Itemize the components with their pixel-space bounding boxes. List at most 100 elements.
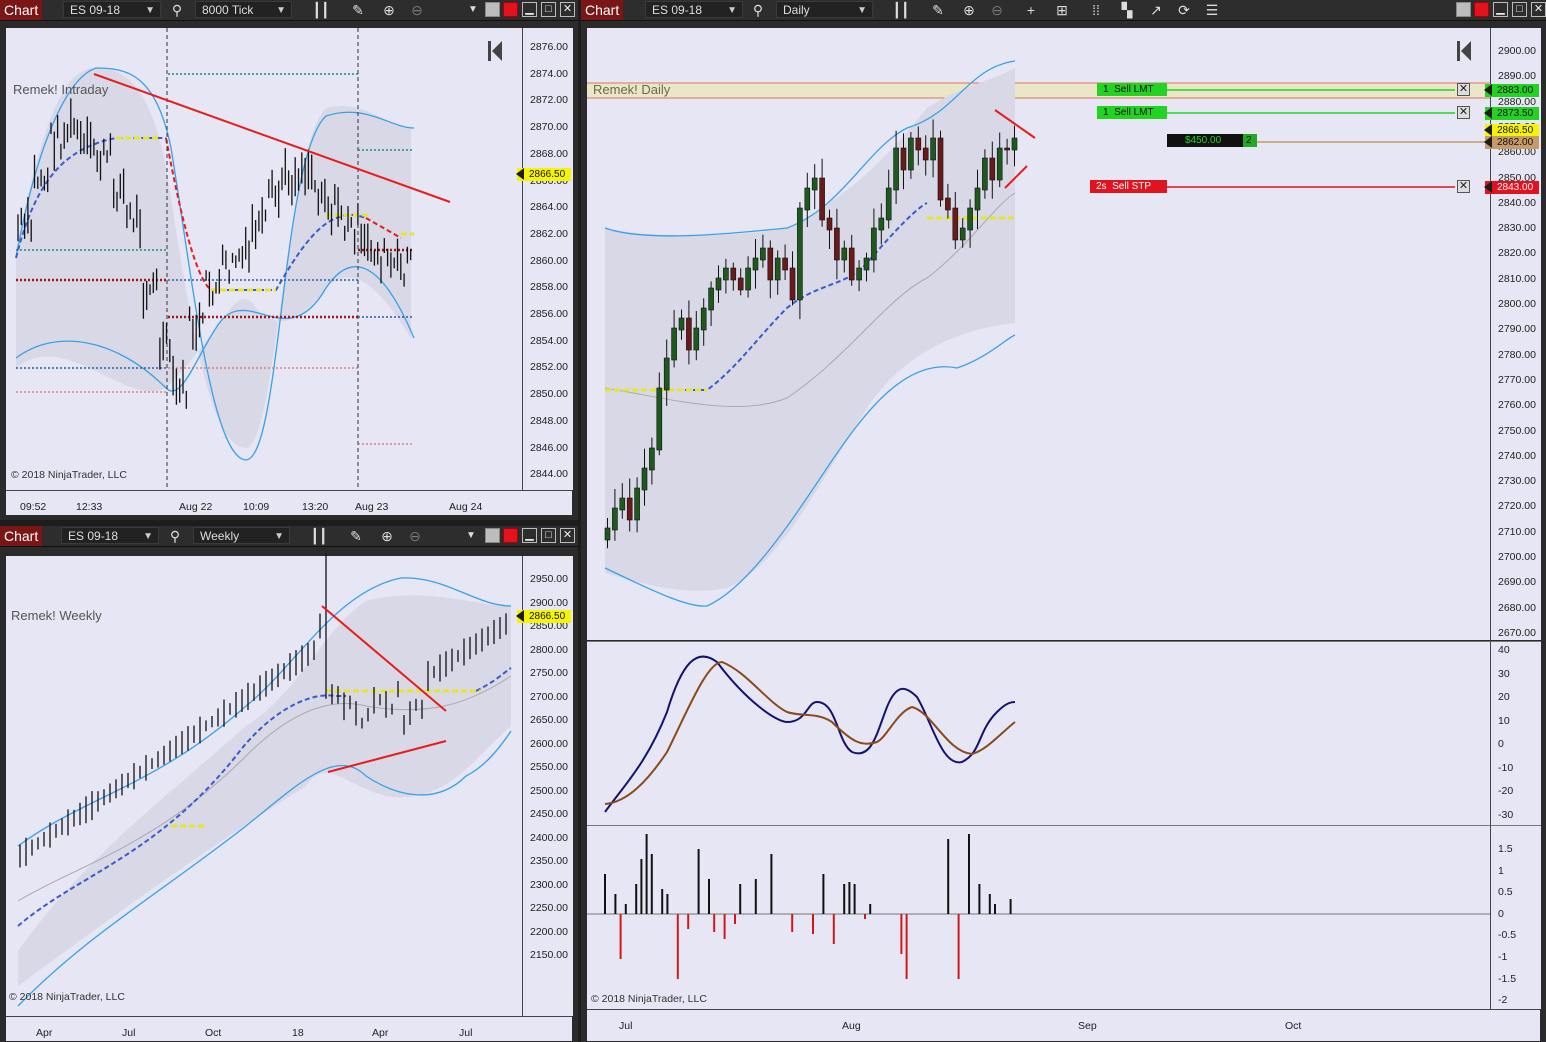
zoom-in-icon[interactable]: ⊕ — [963, 2, 975, 18]
window-color-button[interactable] — [1456, 2, 1471, 17]
candle-body — [848, 247, 855, 281]
y-tick-label: -1.5 — [1498, 972, 1517, 985]
candle-body — [715, 277, 722, 291]
chart-tab[interactable]: Chart — [581, 0, 624, 20]
price-axis[interactable]: 2950.00 2900.00 2850.00 2800.00 2750.00 2700.… — [516, 556, 573, 1016]
price-axis[interactable]: 2876.00 2874.00 2872.00 2870.00 2868.00 2866.… — [516, 28, 573, 490]
order-price-tag: 2883.00 — [1484, 84, 1539, 97]
candle-body — [619, 497, 626, 511]
instrument-select[interactable]: ES 09-18 ▼ — [61, 527, 159, 544]
y-tick-label: 2770.00 — [1498, 373, 1536, 386]
x-tick-label: Oct — [205, 1027, 222, 1039]
zoom-in-icon[interactable]: ⊕ — [383, 2, 395, 18]
price-axis[interactable]: 2900.002890.002880.002870.002860.002850.… — [1484, 28, 1541, 640]
y-tick-label: 2858.00 — [530, 281, 568, 294]
candle-body — [797, 207, 803, 301]
drawing-tools-icon[interactable]: ↗ — [1150, 2, 1162, 18]
price-panel[interactable]: Remek! Intraday © 2018 NinjaTrader, LLC — [6, 28, 522, 490]
search-icon[interactable]: ⚲ — [752, 2, 764, 18]
price-panel[interactable]: Remek! Daily 1 Sell LMT ✕ 1 Sell LMT ✕ $… — [587, 28, 1490, 640]
strategies-icon[interactable]: ⁞⁞ — [1092, 2, 1100, 18]
candle-body — [996, 147, 1003, 181]
refresh-icon[interactable]: ⟳ — [1178, 2, 1190, 18]
order-sell-stp[interactable]: 2s Sell STP — [1090, 180, 1167, 193]
pencil-icon[interactable]: ✎ — [932, 2, 944, 18]
list-icon[interactable]: ☰ — [1205, 2, 1219, 18]
zoom-in-icon[interactable]: ⊕ — [381, 528, 393, 544]
instrument-value: ES 09-18 — [652, 3, 703, 17]
maximize-button[interactable]: □ — [1512, 2, 1527, 17]
close-button[interactable]: ✕ — [560, 2, 575, 17]
y-tick-label: 2870.00 — [530, 121, 568, 134]
time-axis[interactable]: Jul Aug Sep Oct — [587, 1009, 1540, 1041]
window-link-button[interactable] — [1474, 2, 1489, 17]
interval-select[interactable]: Weekly ▼ — [193, 527, 290, 544]
search-icon[interactable]: ⚲ — [169, 528, 181, 544]
minimize-button[interactable]: ▁ — [522, 528, 537, 543]
close-button[interactable]: ✕ — [560, 528, 575, 543]
dropdown-icon[interactable]: ▼ — [468, 4, 478, 15]
bar-type-icon[interactable]: ┃┃ — [892, 2, 910, 18]
price-panel[interactable]: Remek! Weekly © 2018 NinjaTrader, LLC — [6, 553, 522, 1016]
y-tick-label: 2900.00 — [530, 596, 568, 609]
zoom-out-icon[interactable]: ⊖ — [411, 2, 423, 18]
time-axis[interactable]: Apr Jul Oct 18 Apr Jul — [6, 1016, 572, 1041]
histogram-panel[interactable]: © 2018 NinjaTrader, LLC — [587, 825, 1490, 1009]
zoom-out-icon[interactable]: ⊖ — [991, 2, 1003, 18]
x-tick-label: Aug 22 — [179, 501, 213, 513]
trendline-upper — [994, 109, 1036, 139]
candle-body — [900, 147, 907, 171]
indicators-icon[interactable]: ▚ — [1121, 2, 1133, 18]
position-box[interactable]: $450.00 — [1167, 134, 1257, 147]
candle-body — [760, 247, 766, 261]
search-icon[interactable]: ⚲ — [171, 2, 183, 18]
cancel-order-icon[interactable]: ✕ — [1457, 106, 1470, 119]
copyright: © 2018 NinjaTrader, LLC — [11, 469, 127, 481]
candle-body — [604, 527, 611, 541]
candle-body — [811, 177, 818, 191]
instrument-select[interactable]: ES 09-18 ▼ — [63, 1, 161, 18]
window-link-button[interactable] — [503, 528, 518, 543]
bar-type-icon[interactable]: ┃┃ — [312, 2, 330, 18]
copyright: © 2018 NinjaTrader, LLC — [591, 993, 707, 1005]
mid-line — [15, 137, 166, 259]
candle-body — [1004, 147, 1010, 151]
window-color-button[interactable] — [485, 528, 500, 543]
minimize-button[interactable]: ▁ — [522, 2, 537, 17]
rewind-icon[interactable] — [488, 41, 502, 61]
chevron-down-icon: ▼ — [274, 531, 284, 542]
order-sell-lmt-1[interactable]: 1 Sell LMT — [1097, 83, 1167, 96]
interval-select[interactable]: Daily ▼ — [776, 1, 873, 18]
order-sell-lmt-2[interactable]: 1 Sell LMT — [1097, 106, 1167, 119]
x-tick-label: Apr — [36, 1027, 53, 1039]
data-box-icon[interactable]: ⊞ — [1056, 2, 1068, 18]
window-link-button[interactable] — [503, 2, 518, 17]
chevron-down-icon: ▼ — [727, 5, 737, 16]
window-color-button[interactable] — [485, 2, 500, 17]
cancel-order-icon[interactable]: ✕ — [1457, 180, 1470, 193]
y-tick-label: 2750.00 — [530, 667, 568, 679]
x-tick-label: Aug 24 — [449, 501, 483, 513]
dropdown-icon[interactable]: ▼ — [466, 530, 476, 541]
maximize-button[interactable]: □ — [541, 2, 556, 17]
chart-window-daily: Chart ES 09-18 ▼ ⚲ Daily ▼ ┃┃ ✎ ⊕ ⊖ + ⊞ … — [581, 0, 1546, 1042]
cancel-order-icon[interactable]: ✕ — [1457, 83, 1470, 96]
interval-select[interactable]: 8000 Tick ▼ — [195, 1, 292, 18]
zoom-out-icon[interactable]: ⊖ — [409, 528, 421, 544]
oscillator-panel[interactable] — [587, 641, 1490, 825]
crosshair-icon[interactable]: + — [1026, 2, 1036, 18]
rewind-icon[interactable] — [1457, 41, 1471, 61]
close-button[interactable]: ✕ — [1531, 2, 1546, 17]
pencil-icon[interactable]: ✎ — [350, 528, 362, 544]
pencil-icon[interactable]: ✎ — [352, 2, 364, 18]
maximize-button[interactable]: □ — [541, 528, 556, 543]
histogram-axis[interactable]: 1.5 1 0.5 0 -0.5 -1 -1.5 -2 — [1490, 825, 1541, 1009]
order-label: Sell LMT — [1114, 84, 1154, 95]
instrument-select[interactable]: ES 09-18 ▼ — [645, 1, 743, 18]
bar-type-icon[interactable]: ┃┃ — [310, 528, 328, 544]
oscillator-axis[interactable]: 40 30 20 10 0 -10 -20 -30 — [1490, 641, 1541, 825]
minimize-button[interactable]: ▁ — [1493, 2, 1508, 17]
chart-tab[interactable]: Chart — [0, 526, 43, 546]
time-axis[interactable]: 09:52 12:33 Aug 22 10:09 13:20 Aug 23 Aug 24 — [6, 490, 572, 515]
chart-tab[interactable]: Chart — [0, 0, 43, 20]
